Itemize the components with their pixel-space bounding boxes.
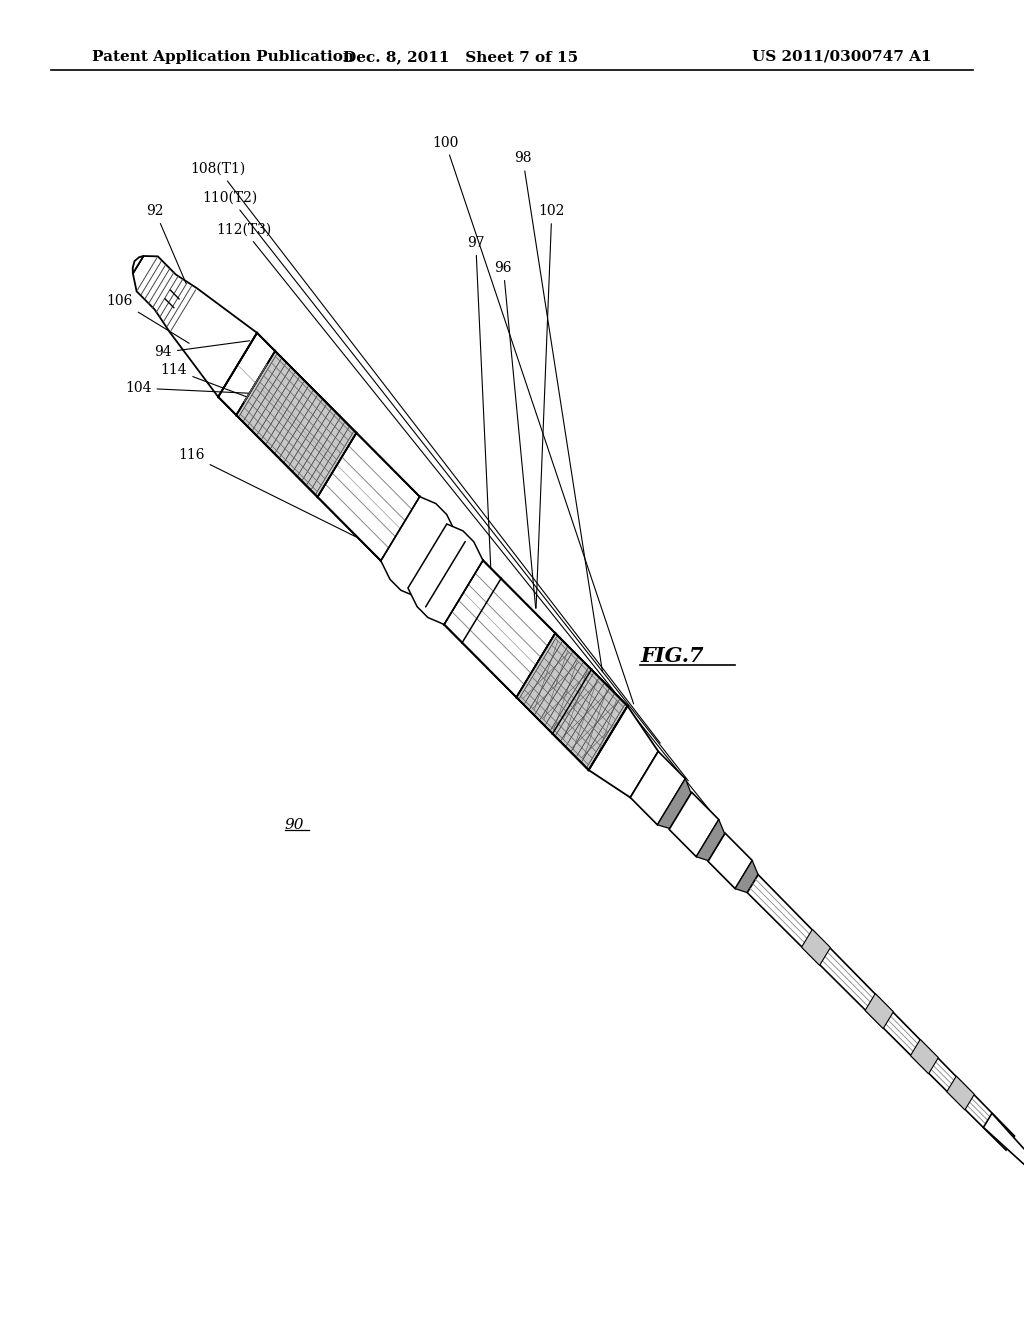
Text: 104: 104 (125, 381, 317, 396)
Text: 102: 102 (537, 205, 565, 609)
Polygon shape (408, 524, 483, 624)
Polygon shape (865, 994, 893, 1028)
Text: 114: 114 (161, 363, 322, 425)
Polygon shape (669, 792, 719, 857)
Polygon shape (516, 634, 628, 770)
Text: US 2011/0300747 A1: US 2011/0300747 A1 (753, 50, 932, 63)
Polygon shape (444, 561, 555, 697)
Text: 116: 116 (178, 449, 355, 537)
Polygon shape (218, 333, 628, 770)
Polygon shape (947, 1076, 975, 1110)
Text: 92: 92 (146, 205, 186, 284)
Polygon shape (245, 364, 610, 747)
Polygon shape (381, 496, 456, 597)
Text: 97: 97 (467, 236, 490, 569)
Polygon shape (802, 929, 830, 965)
Polygon shape (631, 751, 685, 825)
Text: 96: 96 (495, 261, 536, 609)
Polygon shape (735, 861, 758, 892)
Text: 108(T1): 108(T1) (190, 162, 660, 743)
Polygon shape (910, 1039, 938, 1073)
Text: 90: 90 (285, 818, 304, 832)
Text: Dec. 8, 2011   Sheet 7 of 15: Dec. 8, 2011 Sheet 7 of 15 (343, 50, 579, 63)
Text: 106: 106 (106, 294, 189, 343)
Polygon shape (748, 875, 1015, 1150)
Polygon shape (708, 833, 753, 888)
Text: 98: 98 (514, 152, 602, 672)
Text: 110(T2): 110(T2) (203, 191, 688, 781)
Polygon shape (657, 779, 691, 829)
Text: 112(T3): 112(T3) (216, 223, 717, 818)
Text: 94: 94 (155, 341, 250, 359)
Polygon shape (589, 706, 658, 797)
Polygon shape (317, 433, 483, 624)
Text: FIG.7: FIG.7 (640, 645, 703, 667)
Polygon shape (237, 351, 356, 498)
Polygon shape (133, 256, 143, 273)
Polygon shape (983, 1113, 1024, 1170)
Polygon shape (133, 256, 257, 397)
Polygon shape (696, 820, 725, 861)
Text: 100: 100 (432, 136, 634, 704)
Text: Patent Application Publication: Patent Application Publication (92, 50, 354, 63)
